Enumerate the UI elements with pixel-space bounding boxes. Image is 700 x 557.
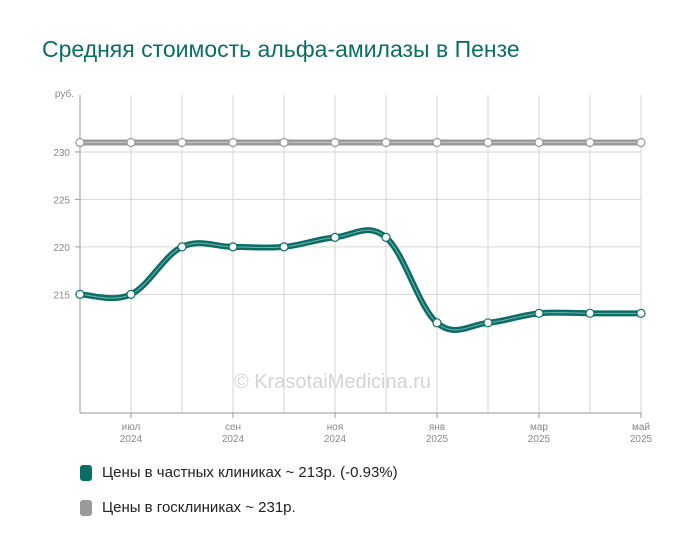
data-point-public [228, 137, 238, 148]
y-tick-label: 215 [53, 290, 70, 301]
x-tick-label-month: ноя [327, 422, 344, 433]
data-point-private [483, 318, 493, 328]
data-point-public [126, 137, 136, 148]
x-tick-label-year: 2025 [426, 434, 449, 445]
x-tick-label-year: 2025 [630, 434, 653, 445]
data-point-public [177, 137, 187, 148]
data-point-private [636, 308, 646, 318]
data-point-private [381, 232, 391, 242]
data-point-public [432, 137, 442, 148]
data-point-private [585, 308, 595, 318]
x-tick-label-year: 2024 [324, 434, 347, 445]
y-tick-label: 230 [53, 148, 70, 159]
data-point-public [381, 137, 391, 148]
x-tick-label-year: 2025 [528, 434, 551, 445]
legend-swatch-public [80, 499, 92, 516]
x-tick-label-month: сен [225, 422, 241, 433]
data-point-public [330, 137, 340, 148]
data-point-private [177, 242, 187, 252]
data-point-public [636, 137, 646, 148]
data-point-private [126, 289, 136, 299]
watermark: © KrasotaiMedicina.ru [234, 371, 432, 393]
legend-swatch-private [80, 464, 92, 481]
data-point-public [585, 137, 595, 148]
x-tick-label-year: 2024 [222, 434, 245, 445]
x-tick-label-month: май [632, 422, 650, 433]
data-point-public [279, 137, 289, 148]
data-point-private [75, 289, 85, 299]
x-tick-label-month: янв [429, 422, 445, 433]
data-point-private [330, 232, 340, 242]
data-point-private [534, 308, 544, 318]
y-axis-unit-label: руб. [55, 88, 74, 100]
chart-title: Средняя стоимость альфа-амилазы в Пензе [42, 36, 520, 62]
legend-label-private: Цены в частных клиниках ~ 213р. (-0.93%) [102, 464, 398, 481]
series-line-private [77, 227, 644, 334]
x-tick-label-year: 2024 [120, 434, 143, 445]
data-point-private [228, 242, 238, 252]
data-point-private [279, 242, 289, 252]
data-point-private [432, 318, 442, 328]
x-tick-label-month: мар [530, 422, 548, 433]
y-tick-label: 225 [53, 195, 70, 206]
data-point-public [534, 137, 544, 148]
data-point-public [483, 137, 493, 148]
legend-item-private[interactable]: Цены в частных клиниках ~ 213р. (-0.93%) [80, 464, 398, 481]
legend-item-public[interactable]: Цены в госклиниках ~ 231р. [80, 499, 296, 516]
legend-label-public: Цены в госклиниках ~ 231р. [102, 499, 296, 516]
x-tick-label-month: июл [122, 422, 141, 433]
data-point-public [75, 137, 85, 148]
y-tick-label: 220 [53, 243, 70, 254]
